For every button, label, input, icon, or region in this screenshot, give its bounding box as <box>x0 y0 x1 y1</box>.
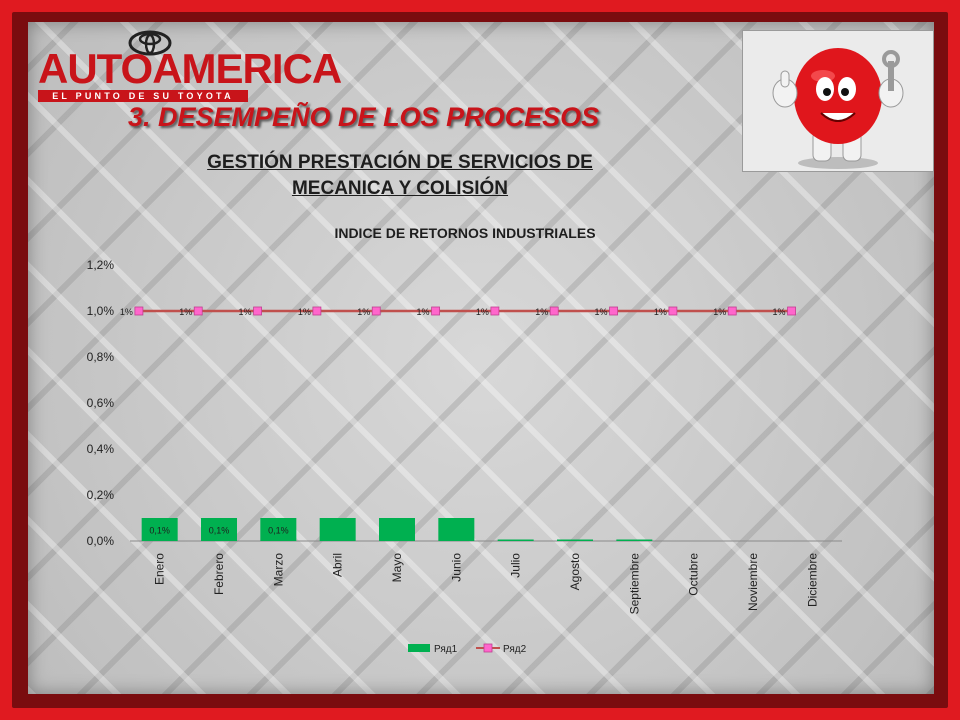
x-tick-label: Enero <box>153 553 167 585</box>
y-tick-label: 1,2% <box>87 258 115 272</box>
line-data-label: 1% <box>476 307 489 317</box>
bar <box>260 518 297 541</box>
line-data-label: 1% <box>595 307 608 317</box>
chart-legend: Ряд1 Ряд2 <box>408 643 527 655</box>
x-tick-label: Julio <box>509 553 523 578</box>
line-point <box>253 306 262 316</box>
bar <box>141 518 178 541</box>
x-tick-label: Junio <box>449 553 463 582</box>
line-data-label: 1% <box>179 307 192 317</box>
y-axis: 0,0% 0,2% 0,4% 0,6% 0,8% 1,0% 1,2% <box>87 258 842 548</box>
line-data-label: 1% <box>713 307 726 317</box>
line-point <box>312 306 322 316</box>
bar <box>201 518 237 541</box>
y-tick-label: 0,2% <box>87 488 115 502</box>
bar <box>319 518 356 541</box>
line-data-label: 1% <box>417 307 430 317</box>
x-tick-label: Noviembre <box>746 553 760 611</box>
x-tick-label: Febrero <box>212 553 226 595</box>
bar <box>497 539 534 541</box>
legend-swatch-marker <box>483 643 493 653</box>
line-data-label: 1% <box>654 307 667 317</box>
x-tick-label: Septiembre <box>627 553 641 615</box>
line-data-label: 1% <box>357 307 370 317</box>
subtitle-line-1: GESTIÓN PRESTACIÓN DE SERVICIOS DE <box>207 152 593 173</box>
y-tick-label: 0,4% <box>87 442 115 456</box>
line-data-label: 1% <box>239 307 252 317</box>
x-tick-label: Mayo <box>390 553 404 583</box>
bar-data-label: 0,1% <box>268 526 289 536</box>
legend-label: Ряд1 <box>434 644 458 655</box>
bar <box>379 518 415 541</box>
line-data-label: 1% <box>773 307 786 317</box>
legend-swatch-bar <box>408 644 430 652</box>
line-data-label: 1% <box>298 307 311 317</box>
x-axis: Enero Febrero Marzo Abril Mayo Junio Julio Agos… <box>153 553 820 615</box>
line-point <box>193 306 203 316</box>
legend-label: Ряд2 <box>503 644 527 655</box>
subtitle-line-2: MECANICA Y COLISIÓN <box>291 178 509 199</box>
x-tick-label: Marzo <box>271 553 285 587</box>
bar-data-label: 0,1% <box>209 526 230 536</box>
bar-data-label: 0,1% <box>149 526 170 536</box>
logo-brand-text: AUTOAMERICA <box>38 45 342 92</box>
line-series: 1% 1% 1% 1% 1% 1% 1% 1% 1% 1% 1% 1% <box>120 306 796 317</box>
autoamerica-logo: AUTOAMERICA EL PUNTO DE SU TOYOTA <box>38 30 342 102</box>
mascot-illustration <box>743 31 933 171</box>
line-point <box>490 306 500 316</box>
line-point <box>727 306 737 316</box>
mascot-image <box>742 30 934 172</box>
logo-tagline: EL PUNTO DE SU TOYOTA <box>38 90 248 102</box>
bar <box>557 539 593 541</box>
page-subtitle: GESTIÓN PRESTACIÓN DE SERVICIOS DE MECAN… <box>120 150 680 202</box>
bar-series: 0,1% 0,1% 0,1% <box>141 518 653 541</box>
y-tick-label: 1,0% <box>87 304 115 318</box>
x-tick-label: Octubre <box>687 553 701 596</box>
line-point <box>431 306 440 316</box>
line-data-label: 1% <box>120 307 133 317</box>
toyota-emblem-icon <box>128 30 172 56</box>
line-point <box>549 306 559 316</box>
x-tick-label: Diciembre <box>805 553 819 607</box>
line-point <box>134 306 144 316</box>
bar <box>438 518 475 541</box>
y-tick-label: 0,0% <box>87 534 115 548</box>
x-tick-label: Abril <box>331 553 345 577</box>
line-point <box>787 306 796 316</box>
line-data-label: 1% <box>535 307 548 317</box>
line-point <box>371 306 381 316</box>
bar <box>616 539 653 541</box>
line-point <box>668 306 678 316</box>
chart-title: INDICE DE RETORNOS INDUSTRIALES <box>334 225 595 241</box>
page-title: 3. DESEMPEÑO DE LOS PROCESOS <box>128 102 600 132</box>
line-point <box>609 306 618 316</box>
y-tick-label: 0,8% <box>87 350 115 364</box>
x-tick-label: Agosto <box>568 553 582 591</box>
y-tick-label: 0,6% <box>87 396 115 410</box>
